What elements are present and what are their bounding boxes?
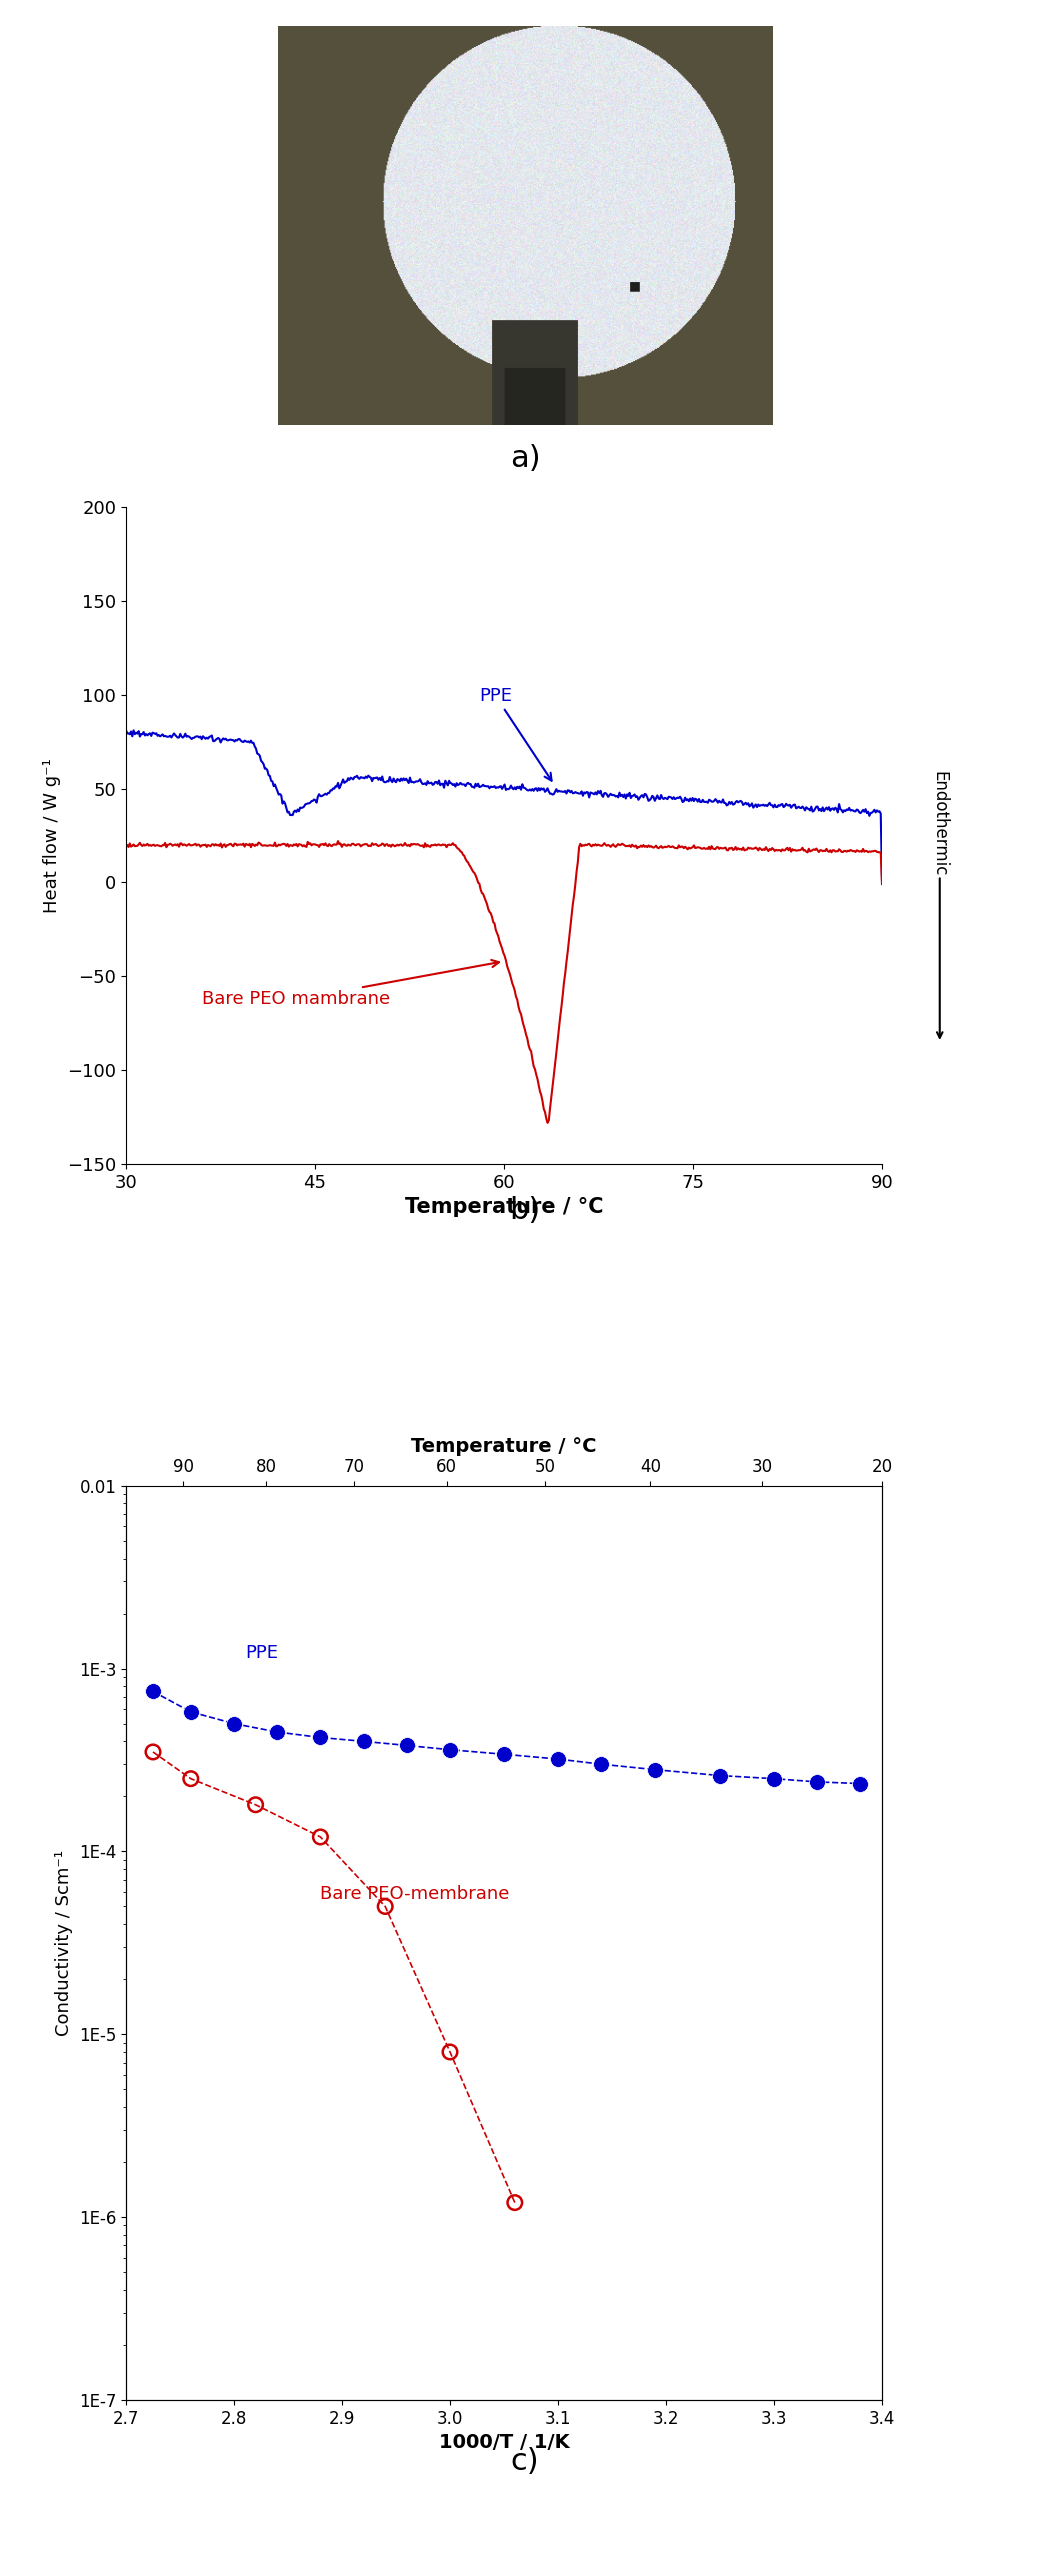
Point — [145, 1671, 162, 1712]
Point — [312, 1718, 329, 1759]
Point — [593, 1743, 610, 1784]
Y-axis label: Heat flow / W g⁻¹: Heat flow / W g⁻¹ — [43, 757, 62, 914]
Point — [312, 1815, 329, 1857]
Text: PPE: PPE — [245, 1643, 278, 1661]
Point — [712, 1756, 729, 1797]
Point — [442, 2032, 459, 2073]
Point — [377, 1885, 394, 1926]
X-axis label: Temperature / °C: Temperature / °C — [404, 1197, 604, 1218]
Text: c): c) — [510, 2446, 540, 2477]
Text: Bare PEO-membrane: Bare PEO-membrane — [320, 1885, 510, 1903]
Text: PPE: PPE — [479, 688, 551, 780]
Point — [247, 1784, 264, 1826]
X-axis label: 1000/T / 1/K: 1000/T / 1/K — [439, 2433, 569, 2451]
Point — [496, 1733, 512, 1774]
Text: a): a) — [509, 443, 541, 474]
Point — [442, 1730, 459, 1772]
Point — [647, 1748, 664, 1790]
Point — [808, 1761, 825, 1802]
Point — [398, 1725, 415, 1766]
X-axis label: Temperature / °C: Temperature / °C — [412, 1437, 596, 1457]
Point — [549, 1738, 566, 1779]
Text: Endothermic: Endothermic — [930, 772, 949, 876]
Point — [226, 1702, 243, 1743]
Point — [506, 2181, 523, 2222]
Point — [183, 1759, 200, 1800]
Text: b): b) — [509, 1195, 541, 1226]
Text: Bare PEO mambrane: Bare PEO mambrane — [202, 960, 499, 1009]
Point — [852, 1764, 868, 1805]
Point — [145, 1730, 162, 1772]
Point — [183, 1692, 200, 1733]
Point — [765, 1759, 782, 1800]
Point — [355, 1720, 372, 1761]
Y-axis label: Conductivity / Scm⁻¹: Conductivity / Scm⁻¹ — [56, 1849, 74, 2037]
Point — [269, 1712, 286, 1754]
